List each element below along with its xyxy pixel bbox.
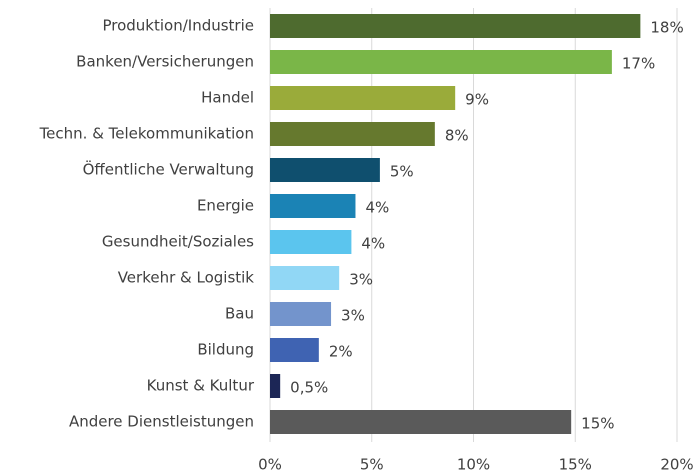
y-tick-label: Energie (197, 197, 254, 215)
value-label: 0,5% (290, 379, 328, 397)
x-tick-label: 0% (258, 456, 282, 474)
bar (270, 14, 641, 38)
value-label: 8% (445, 127, 469, 145)
x-tick-label: 5% (360, 456, 384, 474)
bar (270, 410, 572, 434)
y-tick-label: Banken/Versicherungen (76, 53, 254, 71)
value-label: 3% (349, 271, 373, 289)
value-label: 9% (465, 91, 489, 109)
x-tick-label: 15% (559, 456, 592, 474)
bar (270, 338, 319, 362)
y-tick-label: Öffentliche Verwaltung (83, 160, 254, 179)
y-tick-label: Andere Dienstleistungen (69, 413, 254, 431)
value-label: 5% (390, 163, 414, 181)
y-tick-label: Verkehr & Logistik (118, 269, 255, 287)
y-tick-label: Produktion/Industrie (102, 17, 254, 35)
bar (270, 266, 340, 290)
y-tick-label: Bildung (197, 341, 254, 359)
y-tick-label: Techn. & Telekommunikation (39, 125, 254, 143)
value-label: 3% (341, 307, 365, 325)
bar (270, 50, 612, 74)
bar (270, 86, 456, 110)
bar (270, 302, 332, 326)
value-label: 15% (581, 415, 614, 433)
value-label: 17% (622, 55, 655, 73)
bar (270, 194, 356, 218)
bar (270, 158, 380, 182)
x-tick-label: 20% (660, 456, 693, 474)
y-tick-label: Kunst & Kultur (147, 377, 255, 395)
value-label: 2% (329, 343, 353, 361)
bar (270, 122, 435, 146)
bar (270, 230, 352, 254)
value-label: 18% (650, 19, 683, 37)
value-label: 4% (365, 199, 389, 217)
y-tick-label: Handel (201, 89, 254, 107)
value-label: 4% (361, 235, 385, 253)
y-tick-label: Gesundheit/Soziales (102, 233, 254, 251)
y-tick-label: Bau (225, 305, 254, 323)
x-tick-label: 10% (457, 456, 490, 474)
bar (270, 374, 281, 398)
